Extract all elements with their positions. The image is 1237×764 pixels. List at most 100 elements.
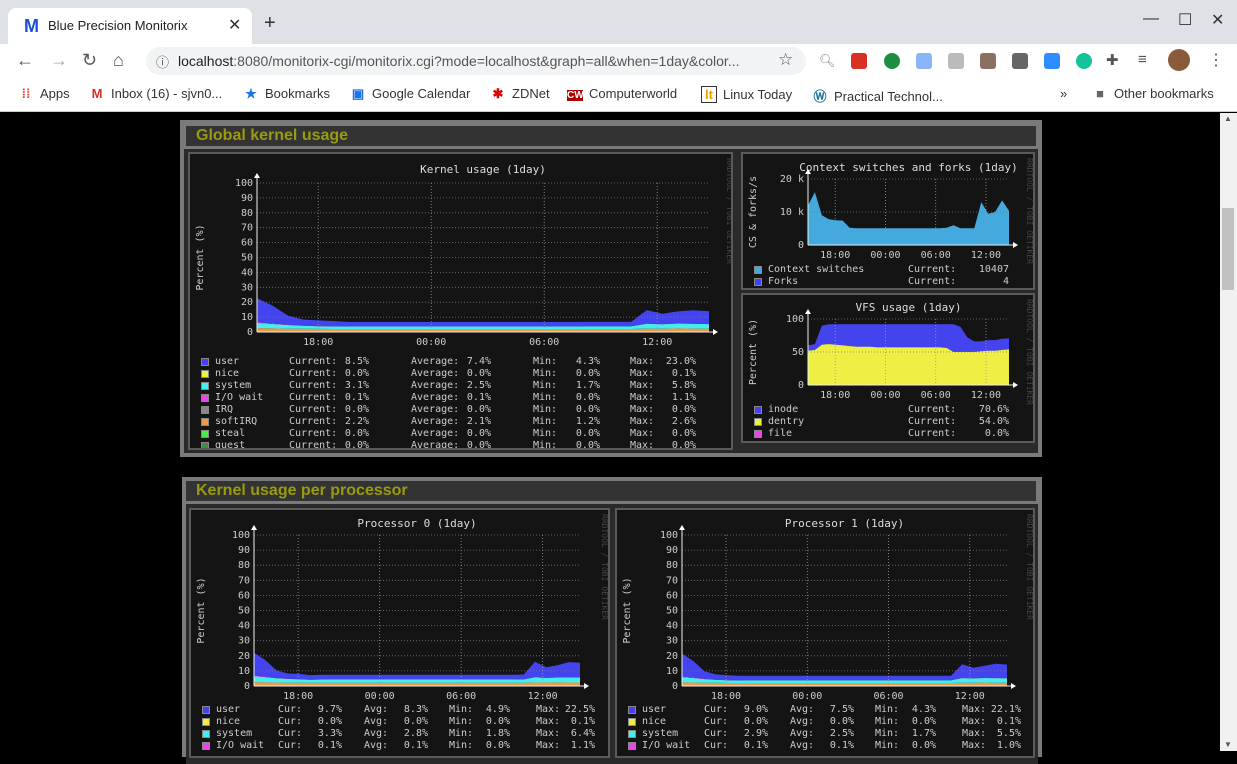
note-extension-icon[interactable] bbox=[1012, 53, 1028, 69]
legend-stat-label: Average: bbox=[411, 356, 460, 367]
series-area-context-switches bbox=[808, 192, 1009, 245]
legend-min-value: 0.0% bbox=[575, 428, 600, 439]
y-axis-arrow-icon bbox=[805, 309, 811, 314]
tab-title: Blue Precision Monitorix bbox=[48, 18, 188, 33]
scrollbar-thumb[interactable] bbox=[1222, 208, 1234, 290]
legend-label: IRQ bbox=[215, 404, 234, 415]
minimize-icon[interactable]: — bbox=[1143, 10, 1159, 27]
legend-avg-value: 0.0% bbox=[466, 404, 491, 415]
y-tick-label: 30 bbox=[241, 282, 253, 293]
legend-label: steal bbox=[215, 428, 246, 439]
legend-row: dentry Current: 54.0% bbox=[743, 416, 1033, 428]
close-tab-icon[interactable]: ✕ bbox=[228, 17, 242, 34]
y-axis-arrow-icon bbox=[254, 173, 260, 178]
legend-avg-value: 8.3% bbox=[403, 704, 428, 715]
y-tick-label: 50 bbox=[241, 253, 253, 264]
legend-stat-label: Cur: bbox=[278, 740, 303, 751]
new-tab-button[interactable]: + bbox=[264, 12, 276, 34]
close-window-icon[interactable]: ✕ bbox=[1211, 12, 1225, 29]
legend-max-value: 1.1% bbox=[570, 740, 595, 751]
legend-avg-value: 0.0% bbox=[829, 716, 854, 727]
scroll-down-icon[interactable]: ▼ bbox=[1224, 740, 1232, 749]
bookmarks-overflow-button[interactable]: » bbox=[1060, 86, 1068, 101]
legend-avg-value: 0.1% bbox=[466, 392, 491, 403]
extensions-puzzle-icon[interactable]: ✚ bbox=[1106, 52, 1119, 69]
site-info-icon[interactable]: ⓘ bbox=[156, 55, 170, 70]
y-tick-label: 70 bbox=[241, 223, 253, 234]
maximize-icon[interactable]: ☐ bbox=[1178, 12, 1193, 29]
font-extension-icon[interactable] bbox=[948, 53, 964, 69]
back-icon[interactable]: ← bbox=[16, 50, 34, 70]
reload-icon[interactable]: ↻ bbox=[82, 50, 98, 70]
y-tick-label: 70 bbox=[666, 575, 678, 586]
vfs-usage-graph[interactable]: VFS usage (1day) Percent (%) RRDTOOL / TOB… bbox=[741, 293, 1035, 443]
legend-stat-label: Max: bbox=[962, 728, 987, 739]
scroll-up-icon[interactable]: ▲ bbox=[1224, 114, 1232, 123]
legend-label: softIRQ bbox=[215, 416, 258, 427]
bookmark-zdnet[interactable]: ✱ ZDNet bbox=[490, 86, 550, 102]
books-extension-icon[interactable] bbox=[980, 53, 996, 69]
legend-avg-value: 2.1% bbox=[466, 416, 491, 427]
x-tick-label: 06:00 bbox=[446, 691, 476, 702]
processor-1-graph[interactable]: Processor 1 (1day) Percent (%) RRDTOOL / T… bbox=[615, 508, 1035, 758]
x-tick-label: 06:00 bbox=[921, 390, 951, 401]
profile-avatar[interactable] bbox=[1168, 49, 1190, 71]
legend-swatch bbox=[202, 706, 210, 714]
forward-icon[interactable]: → bbox=[50, 50, 68, 70]
legend-stat-label: Current: bbox=[289, 404, 338, 415]
processor-0-graph[interactable]: Processor 0 (1day) Percent (%) RRDTOOL / T… bbox=[189, 508, 610, 758]
legend-swatch bbox=[754, 406, 762, 414]
legend-stat-label: Current: bbox=[908, 264, 957, 275]
legend-stat-label: Min: bbox=[875, 704, 900, 715]
bookmark-linux-today[interactable]: lt Linux Today bbox=[701, 86, 792, 103]
bookmark-star-icon[interactable]: ☆ bbox=[778, 50, 794, 69]
chart-title: VFS usage (1day) bbox=[856, 301, 962, 314]
browser-tab[interactable]: M Blue Precision Monitorix ✕ bbox=[8, 8, 252, 44]
address-bar[interactable]: ⓘ localhost:8080/monitorix-cgi/monitorix… bbox=[146, 47, 806, 75]
legend-stat-label: Min: bbox=[533, 404, 558, 415]
search-extension-icon[interactable]: 🔍︎ bbox=[819, 53, 836, 68]
gmail-extension-icon[interactable] bbox=[851, 53, 867, 69]
bookmark-apps[interactable]: ⁞⁞ Apps bbox=[18, 86, 70, 101]
legend-stat-label: Cur: bbox=[704, 728, 729, 739]
url-text[interactable]: localhost:8080/monitorix-cgi/monitorix.c… bbox=[178, 53, 740, 69]
legend-label: user bbox=[215, 356, 240, 367]
legend-swatch bbox=[202, 742, 210, 750]
context-switches-graph[interactable]: Context switches and forks (1day) CS & fo… bbox=[741, 152, 1035, 290]
legend-row: user Cur: 9.7% Avg: 8.3% Min: 4.9% Max: 22.5% bbox=[191, 704, 608, 716]
legend-stat-label: Average: bbox=[411, 440, 460, 450]
y-tick-label: 90 bbox=[238, 545, 250, 556]
copy-extension-icon[interactable] bbox=[916, 53, 932, 69]
legend-label: nice bbox=[642, 716, 667, 727]
chart-canvas: Processor 0 (1day) Percent (%) RRDTOOL / T… bbox=[196, 514, 608, 702]
legend-row: Context switches Current: 10407 bbox=[743, 264, 1033, 276]
bookmark-computerworld[interactable]: CW Computerworld bbox=[567, 86, 678, 101]
x-tick-label: 00:00 bbox=[365, 691, 395, 702]
bookmark-bookmarks[interactable]: ★ Bookmarks bbox=[243, 86, 330, 102]
grammarly-extension-icon[interactable] bbox=[1076, 53, 1092, 69]
zoom-extension-icon[interactable] bbox=[1044, 53, 1060, 69]
kernel-usage-graph[interactable]: Kernel usage (1day) Percent (%) RRDTOOL / … bbox=[188, 152, 733, 450]
legend-label: system bbox=[216, 728, 253, 739]
legend-row: softIRQ Current: 2.2% Average: 2.1% Min: 1.2% M… bbox=[190, 416, 731, 428]
home-icon[interactable]: ⌂ bbox=[113, 50, 124, 70]
legend-cur-value: 70.6% bbox=[978, 404, 1009, 415]
legend-stat-label: Avg: bbox=[790, 716, 815, 727]
menu-kebab-icon[interactable]: ⋮ bbox=[1208, 52, 1224, 69]
legend-stat-label: Min: bbox=[533, 356, 558, 367]
legend-swatch bbox=[628, 742, 636, 750]
legend-stat-label: Current: bbox=[289, 440, 338, 450]
legend-stat-label: Max: bbox=[536, 728, 561, 739]
media-queue-icon[interactable]: ≡ bbox=[1138, 51, 1147, 68]
bookmark-google-calendar[interactable]: ▣ Google Calendar bbox=[351, 86, 471, 101]
phone-extension-icon[interactable] bbox=[884, 53, 900, 69]
y-tick-label: 50 bbox=[666, 606, 678, 617]
bookmark-inbox[interactable]: M Inbox (16) - sjvn0... bbox=[89, 86, 223, 101]
linux-today-icon: lt bbox=[701, 86, 717, 103]
legend-row: I/O wait Current: 0.1% Average: 0.1% Min: 0.0%… bbox=[190, 392, 731, 404]
other-bookmarks[interactable]: ■ Other bookmarks bbox=[1092, 86, 1214, 101]
legend-stat-label: Min: bbox=[449, 704, 474, 715]
y-tick-label: 10 bbox=[241, 312, 253, 323]
legend-stat-label: Min: bbox=[875, 716, 900, 727]
bookmark-practical-technology[interactable]: Ⓦ Practical Technol... bbox=[812, 86, 942, 105]
